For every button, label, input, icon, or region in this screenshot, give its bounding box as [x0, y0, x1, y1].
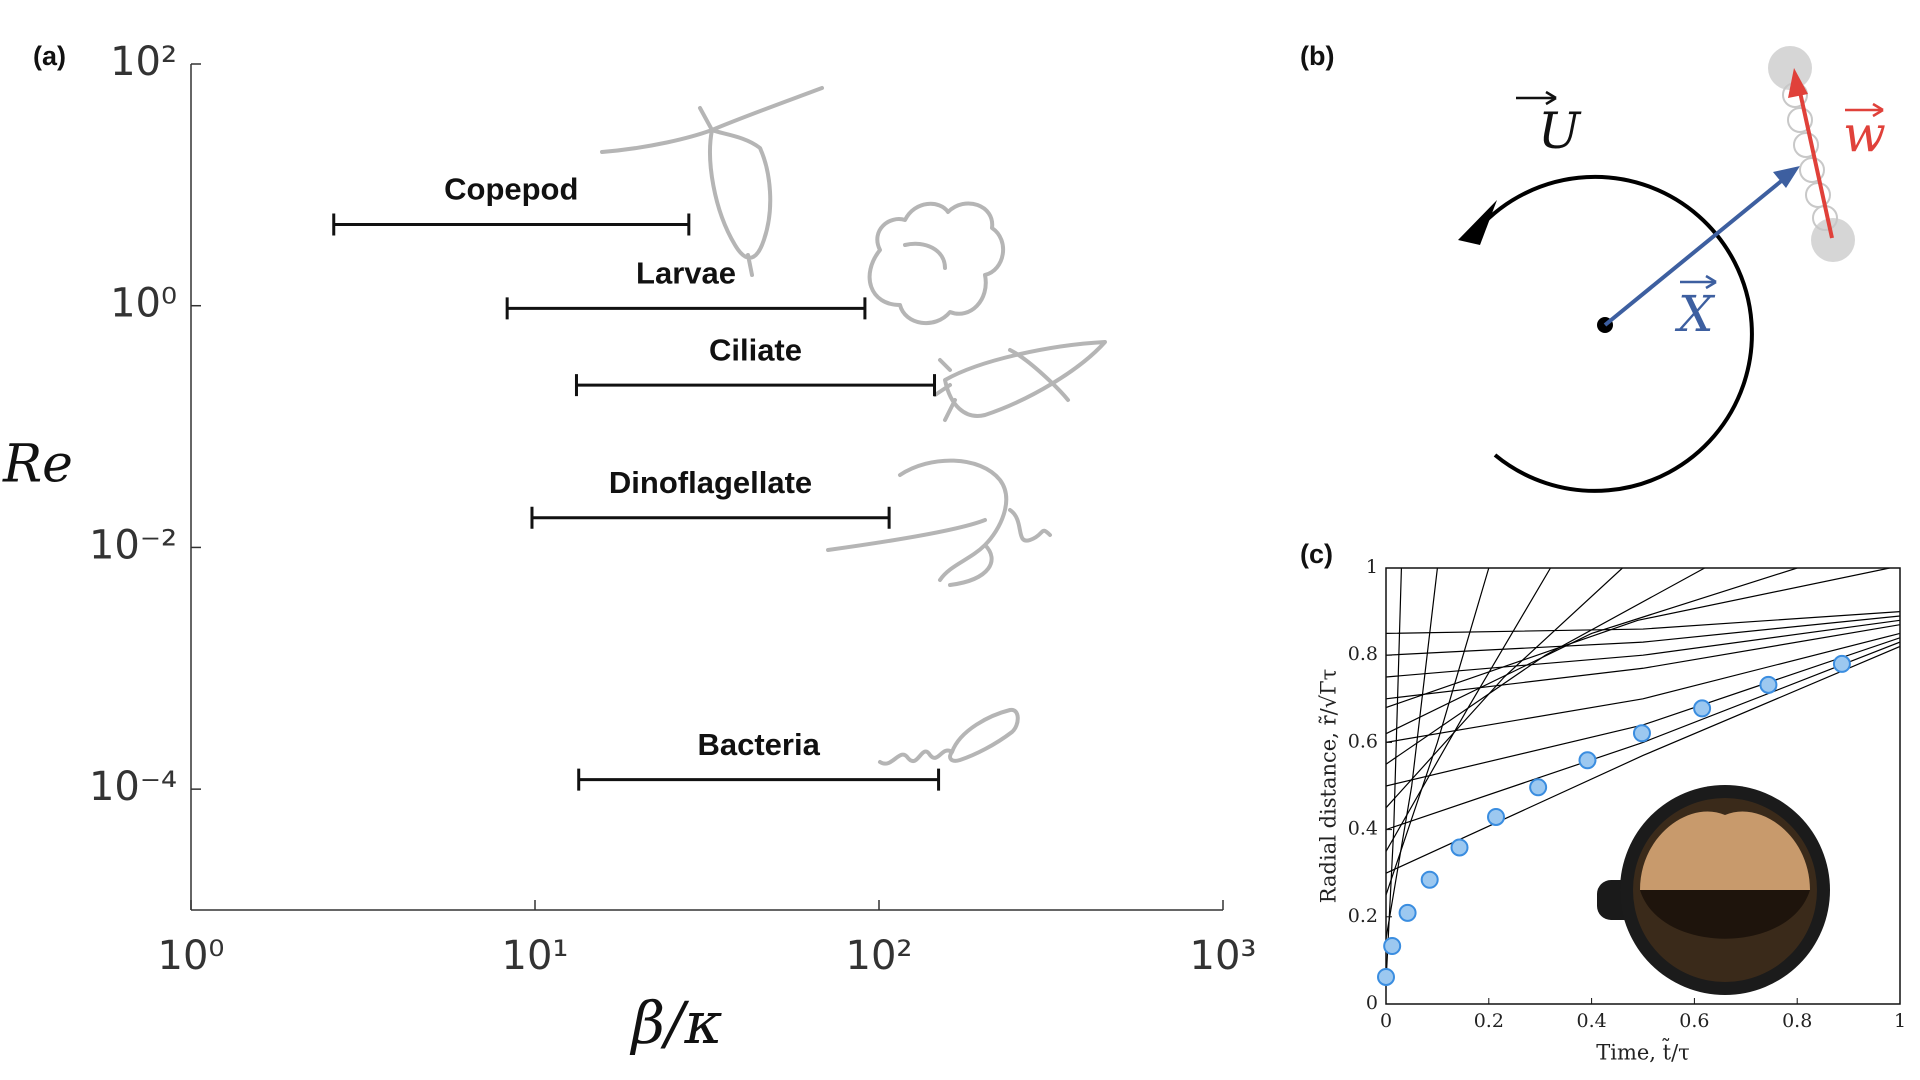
y-tick-label: 10²: [110, 39, 177, 85]
rotation-arc: [1477, 174, 1754, 493]
panel-label: (a): [33, 41, 66, 71]
swimmer-end: [1811, 218, 1855, 262]
range-bar: [577, 768, 941, 791]
y-tick-label: 0.8: [1348, 643, 1378, 665]
model-curve: [1386, 615, 1900, 656]
y-tick-label: 10⁻⁴: [89, 764, 177, 810]
range-bar: [530, 506, 891, 529]
range-label: Ciliate: [709, 332, 802, 367]
model-curve: [1386, 611, 1900, 634]
x-tick-label: 1: [1894, 1010, 1906, 1032]
data-point: [1383, 937, 1402, 956]
model-curve: [1386, 568, 1438, 939]
y-tick-label: 0: [1366, 992, 1378, 1014]
position-vector: [1603, 176, 1787, 327]
model-curve: [1386, 645, 1900, 874]
model-curve: [1386, 568, 1403, 983]
data-point: [1632, 724, 1651, 743]
model-curve: [1386, 568, 1705, 765]
plot-frame: [1385, 567, 1901, 1005]
y-tick-label: 10⁰: [110, 281, 177, 327]
dinoflagellate-sketch: [826, 458, 1052, 587]
rotation-arrowhead: [1458, 200, 1497, 245]
position-label: X: [1674, 285, 1716, 343]
y-tick-label: 0.4: [1348, 818, 1378, 840]
model-curve: [1386, 568, 1490, 896]
x-tick-label: 0.2: [1474, 1010, 1504, 1032]
y-axis-title: Radial distance, r̃/√Γτ: [1317, 669, 1341, 904]
diagram-b: U X w (b): [1300, 41, 1886, 493]
ciliate-sketch: [933, 340, 1107, 422]
vector-bar: [1872, 102, 1884, 118]
swim-velocity-label: w: [1843, 105, 1886, 163]
range-bar: [574, 374, 937, 397]
data-point: [1759, 675, 1778, 694]
coffee-cup: [1597, 785, 1830, 995]
vector-bar: [1545, 90, 1557, 106]
data-point: [1486, 807, 1505, 826]
position-arrowhead: [1773, 166, 1800, 188]
y-tick-label: 1: [1366, 556, 1378, 578]
model-curve: [1386, 568, 1798, 735]
y-tick-label: 0.2: [1348, 905, 1378, 927]
x-tick-label: 0: [1380, 1010, 1392, 1032]
x-tick-label: 10³: [1190, 933, 1257, 979]
panel-label: (c): [1300, 539, 1333, 569]
x-axis-title: Time, t̃/τ: [1596, 1038, 1690, 1065]
data-point: [1578, 751, 1597, 770]
range-label: Larvae: [636, 256, 736, 291]
model-curve: [1386, 568, 1623, 809]
swimmer-helix: [1782, 82, 1838, 231]
range-label: Bacteria: [697, 727, 820, 762]
x-tick-label: 10²: [846, 933, 913, 979]
swimmer-end: [1768, 46, 1812, 90]
model-curve: [1386, 641, 1900, 831]
velocity-arrowhead: [1788, 68, 1808, 98]
x-tick-label: 0.8: [1782, 1010, 1812, 1032]
velocity-field-label: U: [1538, 102, 1582, 160]
x-tick-label: 0.4: [1576, 1010, 1606, 1032]
x-tick-label: 0.6: [1679, 1010, 1709, 1032]
organism-illustrations: [600, 86, 1107, 766]
model-curve: [1386, 619, 1900, 678]
y-axis-title: Re: [2, 435, 73, 495]
data-point: [1693, 699, 1712, 718]
copepod-sketch: [600, 86, 824, 277]
larvae-sketch: [867, 201, 1006, 326]
model-curve: [1386, 624, 1900, 700]
data-point: [1420, 870, 1439, 889]
x-axis-title: β/κ: [629, 989, 722, 1057]
model-curve: [1386, 632, 1900, 743]
model-curve: [1386, 568, 1890, 709]
bacteria-sketch: [878, 707, 1020, 766]
velocity-vector: [1798, 91, 1834, 239]
data-point: [1529, 778, 1548, 797]
x-tick-label: 10¹: [502, 933, 569, 979]
range-label: Copepod: [444, 172, 578, 207]
range-bar: [332, 213, 691, 236]
data-point: [1377, 967, 1395, 986]
data-point: [1398, 903, 1417, 922]
range-bar: [505, 297, 867, 320]
x-tick-label: 10⁰: [158, 933, 225, 979]
range-label: Dinoflagellate: [609, 465, 812, 500]
data-point: [1832, 654, 1851, 673]
data-point: [1450, 838, 1469, 857]
vector-bar: [1705, 274, 1717, 290]
panel-label: (b): [1300, 41, 1334, 71]
y-tick-label: 0.6: [1348, 730, 1378, 752]
y-tick-label: 10⁻²: [89, 522, 177, 568]
